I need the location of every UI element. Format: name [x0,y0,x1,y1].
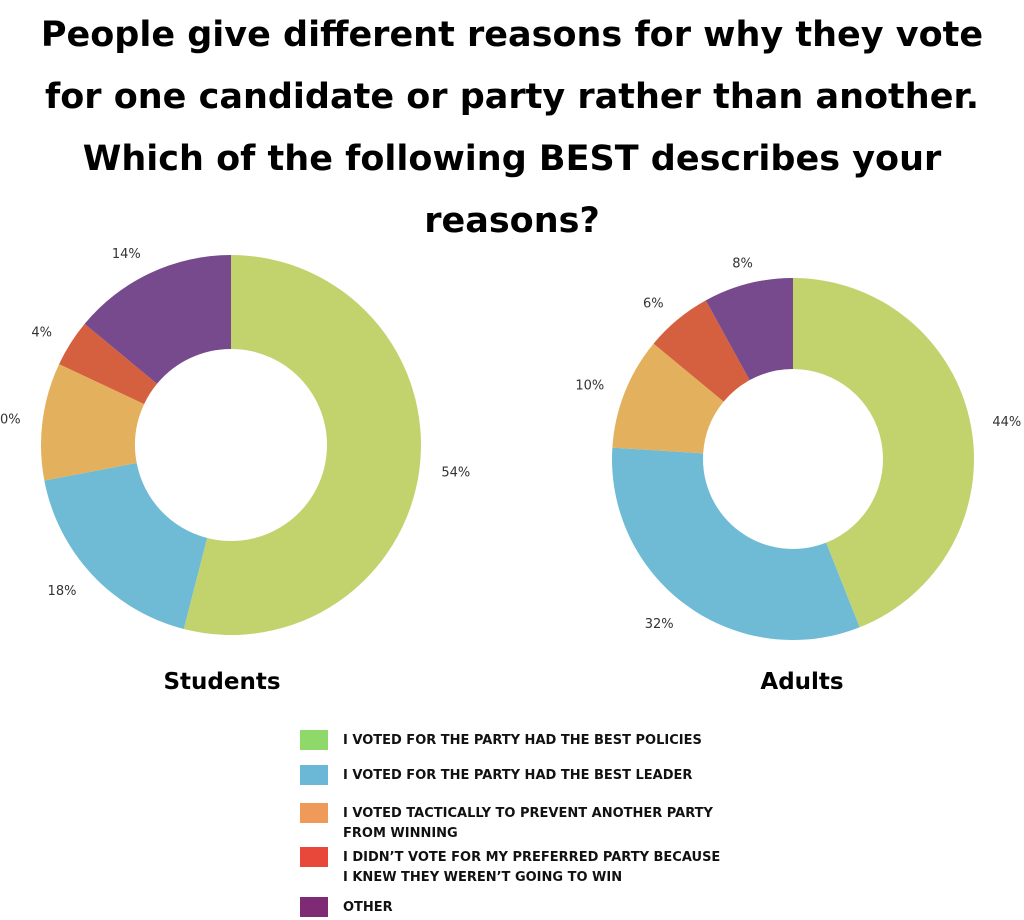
slice [59,323,158,405]
legend-swatch [300,847,328,867]
value-label: 10% [0,412,21,427]
slice [183,255,421,635]
value-label: 54% [441,466,470,481]
legend-label: I VOTED FOR THE PARTY HAD THE BEST LEADE… [343,768,693,783]
value-label: 44% [992,415,1021,430]
legend-label: I VOTED FOR THE PARTY HAD THE BEST POLIC… [343,733,702,748]
value-label: 14% [112,247,141,262]
slice [44,462,208,630]
slice [793,278,975,628]
legend-label: I DIDN’T VOTE FOR MY PREFERRED PARTY BEC… [343,850,721,885]
value-label: 10% [575,378,604,393]
legend-swatch [300,765,328,785]
chart-title: Adults [760,669,843,695]
value-label: 4% [31,325,52,340]
legend-label: OTHER [343,900,393,915]
slice [612,343,724,454]
value-label: 8% [732,256,753,271]
legend-swatch [300,897,328,917]
value-label: 18% [48,584,77,599]
chart-title: Students [163,669,280,695]
slice [705,278,793,381]
slice [653,300,750,402]
slice [84,255,232,384]
value-label: 6% [643,297,664,312]
legend-swatch [300,803,328,823]
legend-label: I VOTED TACTICALLY TO PREVENT ANOTHER PA… [343,806,713,841]
slice [611,447,860,640]
legend-swatch [300,730,328,750]
page-title: People give different reasons for why th… [40,15,984,241]
value-label: 32% [645,617,674,632]
slice [41,364,145,481]
